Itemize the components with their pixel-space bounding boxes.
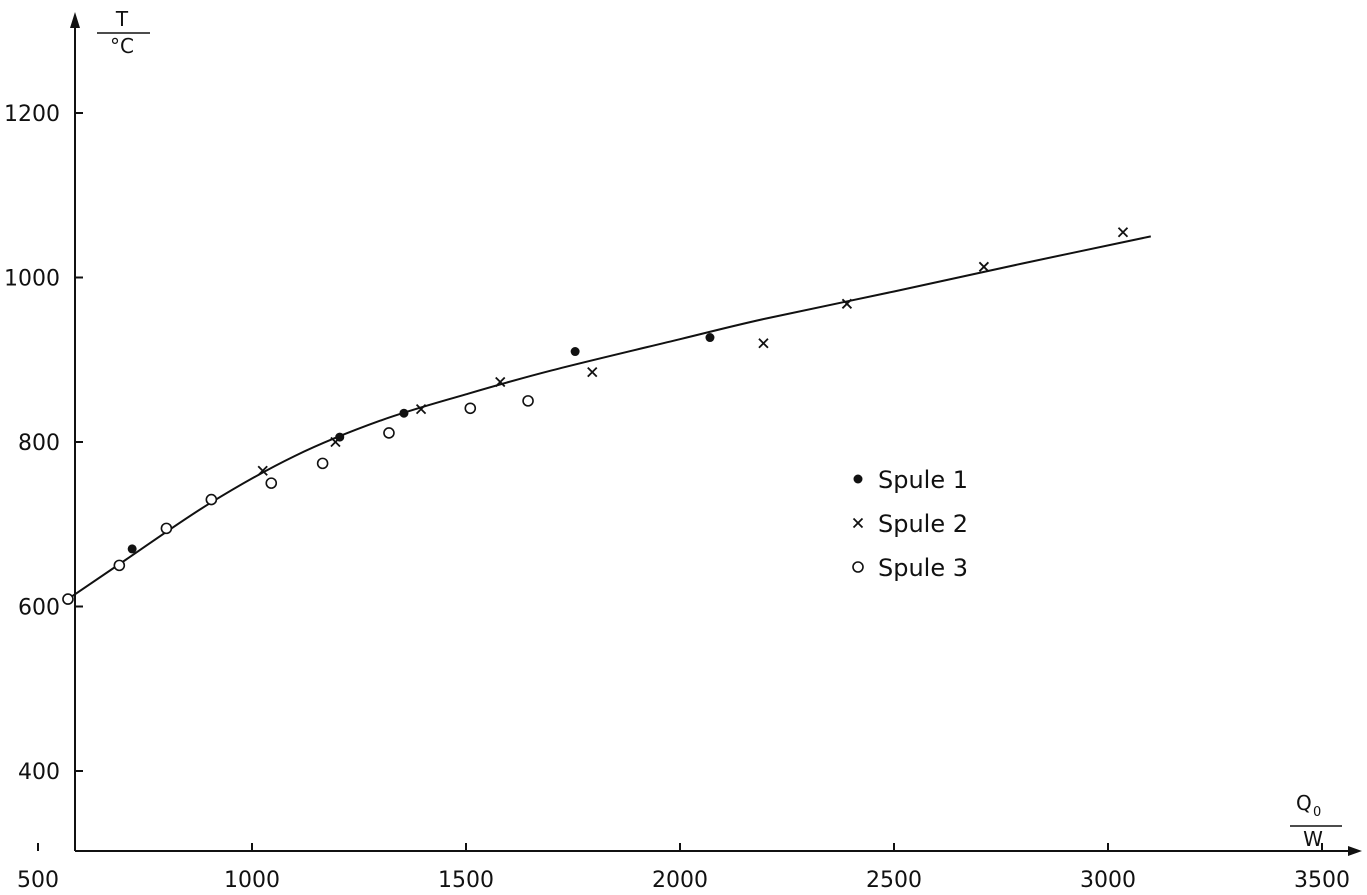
data-points	[62, 227, 1129, 605]
spule-3-point	[316, 457, 329, 470]
x-tick-label: 500	[17, 868, 59, 893]
spule-3-point	[113, 559, 126, 572]
y-axis-unit-label: °C	[110, 34, 134, 58]
y-tick-label: 1200	[4, 102, 60, 127]
cross-marker-stroke	[257, 465, 268, 476]
spule-3-point	[160, 522, 173, 535]
spule-2-point	[415, 403, 427, 415]
legend-label-spule-2: Spule 2	[878, 510, 968, 538]
axes	[70, 12, 1362, 856]
spule-3-point	[205, 493, 218, 506]
cross-marker-stroke	[1117, 227, 1129, 238]
legend-label-spule-1: Spule 1	[878, 466, 968, 494]
tick-marks: 500 1000 1500 2000 2500 3000 3500 400 600 800 1000…	[4, 102, 1350, 893]
y-tick-label: 1000	[4, 267, 60, 292]
spule-3-point	[265, 477, 278, 489]
legend: Spule 1 Spule 2 Spule 3	[852, 466, 968, 582]
x-tick-label: 3000	[1080, 868, 1136, 893]
cross-marker-stroke	[758, 338, 769, 349]
fit-curve-group	[67, 235, 1152, 600]
spule-1-point	[705, 333, 715, 343]
spule-1-point	[570, 347, 580, 357]
spule-3-point	[383, 427, 395, 439]
spule-2-point	[758, 338, 769, 349]
x-tick-label: 3500	[1294, 868, 1350, 893]
spule-2-point	[587, 366, 598, 378]
spule-2-point	[257, 465, 268, 476]
spule-2-point	[978, 261, 990, 272]
axis-labels: T °C Q 0 W	[97, 7, 1342, 851]
cross-marker-stroke	[978, 261, 990, 272]
x-tick-label: 1500	[438, 868, 494, 893]
y-tick-label: 400	[18, 760, 60, 785]
y-axis-quantity-label: T	[115, 7, 129, 31]
cross-marker-stroke	[415, 403, 427, 415]
legend-marker-spule-1	[853, 474, 863, 484]
spule-1-point	[399, 408, 409, 418]
y-axis-arrow-icon	[70, 12, 80, 28]
legend-marker-spule-2	[852, 517, 864, 529]
spule-3-point	[522, 395, 534, 407]
cross-marker-stroke	[841, 298, 853, 309]
x-tick-label: 1000	[224, 868, 280, 893]
cross-marker-stroke	[495, 376, 506, 388]
spule-2-point	[495, 376, 506, 388]
cross-marker-stroke	[330, 436, 341, 448]
spule-2-point	[1117, 227, 1129, 238]
x-axis-arrow-icon	[1348, 846, 1362, 856]
y-tick-label: 600	[18, 596, 60, 621]
spule-1-point	[127, 544, 137, 554]
x-tick-label: 2500	[866, 868, 922, 893]
x-axis-quantity-subscript: 0	[1313, 805, 1321, 820]
spule-2-point	[330, 436, 341, 448]
spule-3-point	[464, 402, 477, 415]
x-axis-unit-label: W	[1303, 827, 1323, 851]
x-axis-quantity-label: Q	[1296, 791, 1312, 815]
legend-marker-spule-3	[852, 561, 864, 573]
x-tick-label: 2000	[652, 868, 708, 893]
spule-3-point	[62, 593, 74, 605]
cross-marker-stroke	[852, 517, 864, 529]
y-tick-label: 800	[18, 431, 60, 456]
spule-2-point	[841, 298, 853, 309]
cross-marker-stroke	[587, 366, 598, 378]
fit-curve-line	[67, 235, 1152, 600]
legend-label-spule-3: Spule 3	[878, 554, 968, 582]
